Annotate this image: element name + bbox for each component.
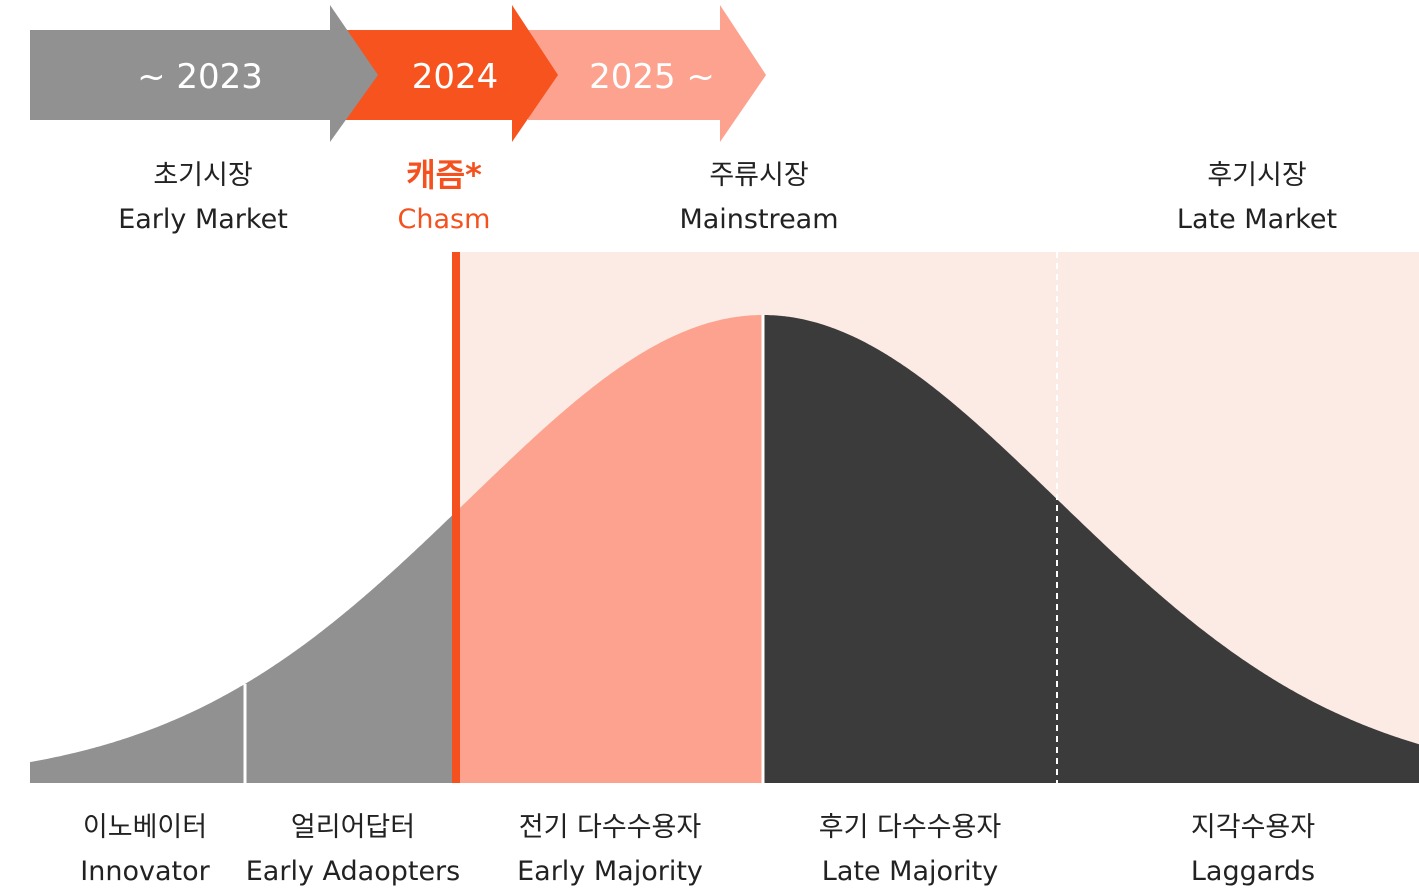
arrow-2024 — [345, 5, 558, 142]
adopter-en: Innovator — [80, 856, 210, 887]
adopter-en: Late Majority — [822, 856, 998, 887]
market-ko: 초기시장 — [153, 160, 252, 191]
adopter-ko: 이노베이터 — [83, 812, 207, 843]
adopter-ko: 지각수용자 — [1191, 812, 1315, 843]
adopter-ko: 후기 다수수용자 — [819, 812, 1002, 843]
curve-segment — [763, 315, 1419, 783]
arrow-label: 2025 ~ — [589, 57, 715, 97]
adopter-en: Early Majority — [517, 856, 703, 887]
adopter-en: Early Adaopters — [246, 856, 460, 887]
adopter-en: Laggards — [1191, 856, 1315, 887]
curve-segment — [30, 512, 455, 783]
market-en: Early Market — [118, 204, 288, 235]
arrow-label: 2024 — [412, 57, 499, 97]
market-ko: 후기시장 — [1207, 160, 1306, 191]
market-ko: 주류시장 — [709, 160, 808, 191]
adoption-curve — [30, 315, 1419, 783]
market-en: Mainstream — [679, 204, 838, 235]
arrow-2025 — [528, 5, 766, 142]
adopter-ko: 얼리어답터 — [291, 812, 415, 843]
curve-segment — [455, 315, 763, 783]
adopter-ko: 전기 다수수용자 — [519, 812, 702, 843]
market-en: Chasm — [398, 204, 491, 235]
market-en: Late Market — [1177, 204, 1337, 235]
market-ko: 캐즘* — [406, 156, 482, 194]
arrow-2023 — [30, 5, 378, 142]
arrow-label: ~ 2023 — [137, 57, 263, 97]
